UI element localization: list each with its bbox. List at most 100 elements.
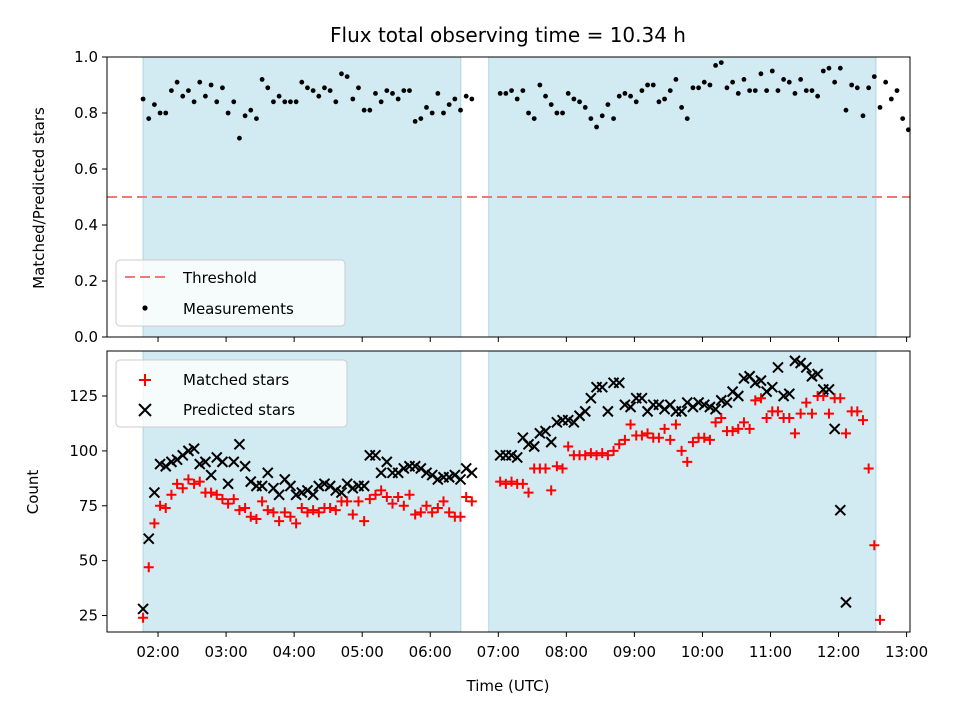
predicted-point [596, 381, 608, 393]
plot-frame [106, 350, 911, 633]
measurement-point [254, 116, 259, 121]
matched-point [257, 496, 268, 507]
matched-point [818, 391, 829, 402]
legend-box [115, 359, 348, 428]
x-tick-label: 13:00 [885, 643, 928, 661]
matched-point [313, 507, 324, 518]
measurement-point [798, 77, 804, 82]
matched-point [172, 478, 183, 489]
matched-point [149, 518, 160, 529]
measurement-point [390, 91, 395, 96]
matched-point [189, 478, 200, 489]
measurement-point [197, 79, 203, 85]
matched-point [245, 511, 256, 522]
measurement-point [526, 110, 531, 116]
matched-point [710, 417, 721, 428]
predicted-point [545, 436, 557, 448]
x-tick-label: 02:00 [136, 643, 179, 661]
matched-point [614, 439, 625, 450]
predicted-point [205, 469, 217, 481]
predicted-point [709, 403, 722, 415]
predicted-point [772, 361, 784, 374]
measurement-point [418, 116, 424, 121]
predicted-point [262, 467, 274, 479]
matched-point [750, 395, 761, 406]
y-tick-label: 0.4 [74, 216, 98, 234]
measurement-point [543, 93, 548, 99]
measurement-point [237, 135, 242, 141]
measurement-point [696, 85, 701, 91]
measurement-point [633, 99, 639, 105]
matched-point [738, 417, 749, 428]
x-tick-label: 08:00 [545, 643, 588, 661]
matched-point [432, 502, 443, 513]
matched-point [330, 505, 341, 516]
matched-point [166, 489, 177, 500]
matched-point [302, 507, 313, 518]
measurement-point [282, 99, 288, 105]
y-tick-label: 75 [79, 497, 98, 515]
measurement-point [322, 85, 327, 91]
predicted-point [358, 480, 370, 492]
matched-point [262, 505, 273, 516]
y-tick-label: 0.0 [74, 328, 98, 346]
measurement-point [441, 110, 446, 116]
measurement-point [310, 88, 316, 93]
measurement-point [588, 116, 594, 121]
matched-point [183, 474, 194, 485]
predicted-point [256, 480, 268, 492]
predicted-point [454, 473, 467, 486]
predicted-point [783, 388, 795, 400]
matched-point [438, 496, 449, 507]
measurement-point [152, 102, 157, 107]
measurement-point [837, 65, 843, 71]
x-tick-label: 11:00 [749, 643, 792, 661]
matched-point [206, 487, 217, 498]
measurement-point [157, 110, 163, 116]
measurement-point [531, 116, 537, 121]
y-tick-label: 50 [79, 552, 98, 570]
measurement-point [554, 110, 560, 116]
measurement-point [781, 77, 787, 82]
measurement-point [305, 85, 310, 91]
measurement-point [673, 77, 679, 82]
predicted-point [369, 449, 382, 461]
measurement-point [565, 91, 571, 96]
matched-point [444, 507, 455, 518]
matched-point [455, 511, 466, 522]
measurement-point [679, 105, 684, 110]
measurement-point [469, 96, 475, 102]
measurement-point [769, 68, 775, 74]
measurement-point [724, 85, 730, 91]
y-tick-label: 25 [79, 607, 98, 625]
measurement-point [747, 88, 753, 93]
measurement-point [809, 88, 815, 93]
matched-point [733, 423, 744, 434]
matched-point [211, 489, 222, 500]
measurement-point [883, 79, 889, 85]
matched-point [415, 507, 426, 518]
measurement-point [356, 85, 361, 91]
measurement-point [327, 88, 333, 93]
measurement-point [452, 96, 458, 102]
matched-point [217, 494, 228, 505]
measurement-point [520, 88, 526, 93]
matched-point [223, 498, 234, 509]
matched-point [466, 496, 477, 507]
matched-point [665, 434, 676, 445]
matched-point [727, 426, 738, 437]
measurement-point [401, 88, 407, 93]
measurement-point [220, 85, 225, 91]
measurement-point [174, 79, 180, 85]
measurement-point [395, 96, 401, 102]
measurement-point [866, 85, 872, 91]
measurement-point [815, 93, 821, 99]
matched-point [398, 500, 409, 511]
measurement-point [259, 77, 265, 82]
measurement-point [684, 116, 690, 121]
matched-point [370, 489, 381, 500]
matched-point [670, 419, 681, 430]
matched-point [540, 463, 551, 474]
measurement-point [803, 88, 809, 93]
